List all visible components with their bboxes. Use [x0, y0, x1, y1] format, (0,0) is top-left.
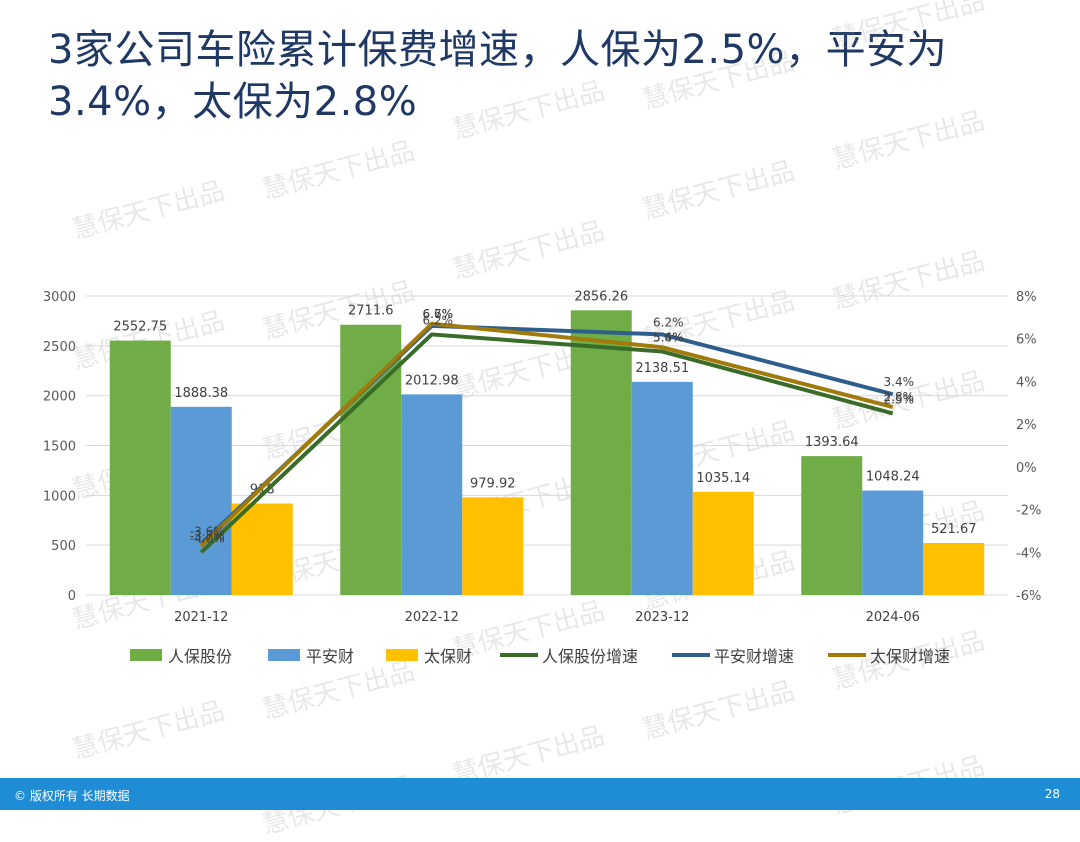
- bar-value-label: 1035.14: [696, 471, 750, 486]
- legend-swatch-1: [268, 649, 300, 661]
- bar-value-label: 1048.24: [866, 470, 920, 485]
- y-right-tick-label: 4%: [1016, 375, 1037, 390]
- bar-1-1: [401, 394, 463, 595]
- bar-1-0: [170, 406, 232, 595]
- watermark-text: 慧保天下出品: [639, 156, 798, 226]
- y-left-tick-label: 2500: [43, 340, 76, 355]
- bar-value-label: 2012.98: [405, 373, 459, 388]
- legend-label: 平安财: [306, 647, 354, 666]
- line-value-label: 6.2%: [423, 313, 454, 327]
- bar-1-2: [631, 381, 693, 595]
- watermark-text: 慧保天下出品: [69, 696, 228, 766]
- bar-value-label: 1393.64: [805, 435, 859, 450]
- y-right-tick-label: 6%: [1016, 333, 1037, 348]
- y-right-tick-label: -4%: [1016, 546, 1041, 561]
- y-left-tick-label: 2000: [43, 390, 76, 405]
- y-right-tick-label: 2%: [1016, 418, 1037, 433]
- line-value-label: 5.6%: [653, 330, 684, 344]
- bar-value-label: 1888.38: [174, 386, 228, 401]
- watermark-text: 慧保天下出品: [259, 136, 418, 206]
- line-value-label: -3.6%: [190, 525, 225, 539]
- line-value-label: 5.4%: [653, 331, 684, 345]
- bar-value-label: 2552.75: [113, 320, 167, 335]
- y-left-tick-label: 500: [51, 539, 76, 554]
- page-number: 28: [1044, 787, 1060, 801]
- x-tick-label: 2021-12: [174, 610, 228, 625]
- copyright-text: © 版权所有 长期数据: [14, 789, 130, 803]
- y-left-tick-label: 1000: [43, 489, 76, 504]
- line-value-label: -3.7%: [190, 529, 225, 543]
- legend-label: 人保股份增速: [542, 647, 638, 666]
- page-title: 3家公司车险累计保费增速，人保为2.5%，平安为3.4%，太保为2.8%: [48, 27, 948, 125]
- legend-label: 平安财增速: [714, 647, 794, 666]
- y-right-tick-label: 0%: [1016, 461, 1037, 476]
- bar-0-3: [801, 456, 863, 595]
- legend-swatch-2: [386, 649, 418, 661]
- bar-2-1: [462, 497, 524, 595]
- bar-value-label: 521.67: [931, 522, 977, 537]
- bar-0-0: [109, 340, 171, 595]
- x-tick-label: 2024-06: [866, 610, 920, 625]
- y-right-tick-label: -2%: [1016, 504, 1041, 519]
- bar-value-label: 2711.6: [348, 304, 394, 319]
- bar-0-2: [570, 310, 632, 595]
- legend-label: 太保财: [424, 647, 472, 666]
- line-series-2: [199, 321, 894, 548]
- bar-1-3: [862, 490, 924, 595]
- line-value-label: 6.7%: [423, 307, 454, 321]
- line-value-label: 6.2%: [653, 315, 684, 329]
- legend-label: 人保股份: [168, 647, 232, 666]
- bar-0-1: [340, 324, 402, 595]
- line-value-label: 2.5%: [884, 392, 915, 406]
- footer-bar: © 版权所有 长期数据 28: [0, 778, 1080, 810]
- bar-2-3: [923, 543, 985, 595]
- bar-value-label: 2856.26: [574, 289, 628, 304]
- line-value-label: 6.6%: [423, 307, 454, 321]
- y-right-tick-label: -6%: [1016, 589, 1041, 604]
- line-series-0: [199, 332, 894, 554]
- line-value-label: 3.4%: [884, 375, 915, 389]
- legend-swatch-0: [130, 649, 162, 661]
- y-right-tick-label: 8%: [1016, 290, 1037, 305]
- line-value-label: -4.0%: [190, 531, 225, 545]
- bar-value-label: 979.92: [470, 476, 516, 491]
- bar-value-label: 2138.51: [635, 361, 689, 376]
- legend-label: 太保财增速: [870, 647, 950, 666]
- line-value-label: 2.8%: [884, 390, 915, 404]
- y-left-tick-label: 1500: [43, 440, 76, 455]
- y-left-tick-label: 0: [68, 589, 76, 604]
- x-tick-label: 2022-12: [405, 610, 459, 625]
- watermark-text: 慧保天下出品: [69, 176, 228, 246]
- x-tick-label: 2023-12: [635, 610, 689, 625]
- watermark-text: 慧保天下出品: [639, 676, 798, 746]
- bar-2-0: [231, 503, 293, 595]
- bar-2-2: [692, 491, 754, 595]
- y-left-tick-label: 3000: [43, 290, 76, 305]
- line-series-1: [199, 323, 894, 546]
- combo-chart: 0 500 1000 1500 2000 2500 3000 -6% -4% -2% 0% 2% 4% 6…: [43, 289, 1041, 666]
